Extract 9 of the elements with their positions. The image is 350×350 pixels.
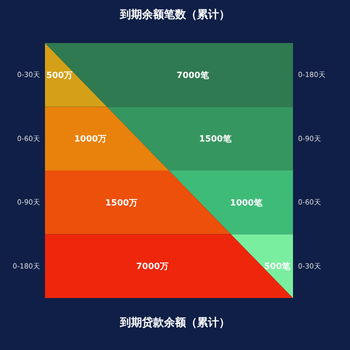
text: 到期余额笔数（累计） xyxy=(119,8,230,21)
data-label: 1500笔 xyxy=(199,134,233,145)
data-label: 1000万 xyxy=(74,134,107,145)
data-label: 500笔 xyxy=(264,261,292,272)
data-label: 7000万 xyxy=(136,262,169,272)
data-label: 7000笔 xyxy=(176,70,210,81)
data-label: 1000笔 xyxy=(230,197,264,208)
data-label: 500万 xyxy=(46,70,73,81)
text: 到期贷款余额（累计） xyxy=(119,316,230,329)
